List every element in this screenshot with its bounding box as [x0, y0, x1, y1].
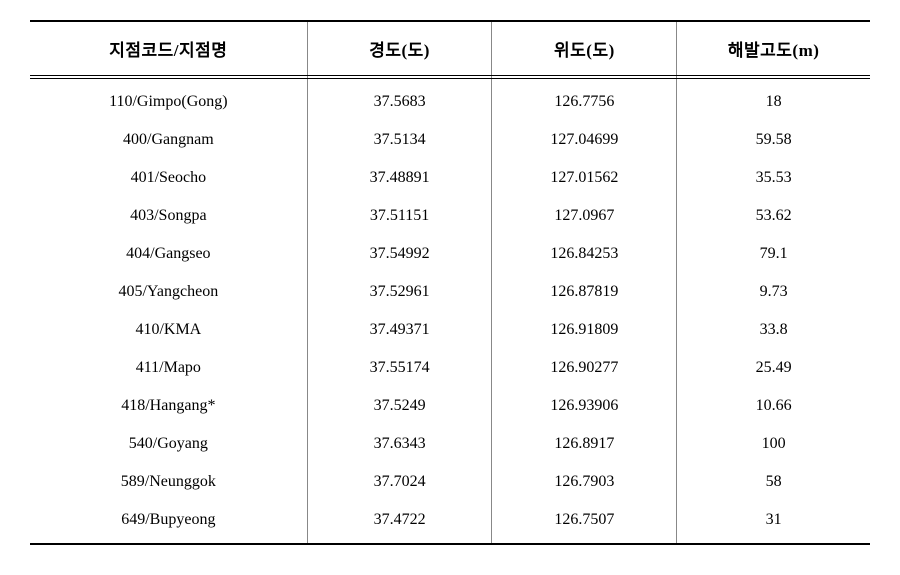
cell-elevation: 100 [677, 425, 870, 463]
cell-station: 589/Neunggok [30, 463, 307, 501]
cell-longitude: 37.6343 [307, 425, 492, 463]
cell-longitude: 37.51151 [307, 197, 492, 235]
cell-longitude: 37.7024 [307, 463, 492, 501]
cell-station: 411/Mapo [30, 349, 307, 387]
cell-longitude: 37.5134 [307, 121, 492, 159]
table-row: 404/Gangseo 37.54992 126.84253 79.1 [30, 235, 870, 273]
cell-latitude: 127.01562 [492, 159, 677, 197]
cell-elevation: 10.66 [677, 387, 870, 425]
cell-longitude: 37.5249 [307, 387, 492, 425]
cell-longitude: 37.52961 [307, 273, 492, 311]
cell-station: 401/Seocho [30, 159, 307, 197]
cell-latitude: 127.04699 [492, 121, 677, 159]
cell-longitude: 37.55174 [307, 349, 492, 387]
table-body: 110/Gimpo(Gong) 37.5683 126.7756 18 400/… [30, 79, 870, 545]
table-header-row: 지점코드/지점명 경도(도) 위도(도) 해발고도(m) [30, 21, 870, 76]
col-header-latitude: 위도(도) [492, 21, 677, 76]
col-header-elevation: 해발고도(m) [677, 21, 870, 76]
cell-longitude: 37.49371 [307, 311, 492, 349]
cell-longitude: 37.48891 [307, 159, 492, 197]
cell-latitude: 126.91809 [492, 311, 677, 349]
cell-latitude: 126.90277 [492, 349, 677, 387]
cell-longitude: 37.54992 [307, 235, 492, 273]
cell-elevation: 25.49 [677, 349, 870, 387]
table-row: 540/Goyang 37.6343 126.8917 100 [30, 425, 870, 463]
cell-elevation: 59.58 [677, 121, 870, 159]
cell-elevation: 33.8 [677, 311, 870, 349]
cell-station: 418/Hangang* [30, 387, 307, 425]
cell-station: 649/Bupyeong [30, 501, 307, 544]
cell-latitude: 127.0967 [492, 197, 677, 235]
cell-latitude: 126.7756 [492, 79, 677, 122]
cell-station: 405/Yangcheon [30, 273, 307, 311]
cell-latitude: 126.87819 [492, 273, 677, 311]
cell-latitude: 126.8917 [492, 425, 677, 463]
table-row: 110/Gimpo(Gong) 37.5683 126.7756 18 [30, 79, 870, 122]
cell-elevation: 58 [677, 463, 870, 501]
table-row: 418/Hangang* 37.5249 126.93906 10.66 [30, 387, 870, 425]
table-row: 401/Seocho 37.48891 127.01562 35.53 [30, 159, 870, 197]
cell-longitude: 37.5683 [307, 79, 492, 122]
table-row: 400/Gangnam 37.5134 127.04699 59.58 [30, 121, 870, 159]
station-table: 지점코드/지점명 경도(도) 위도(도) 해발고도(m) 110/Gimpo(G… [30, 20, 870, 545]
col-header-station: 지점코드/지점명 [30, 21, 307, 76]
cell-station: 540/Goyang [30, 425, 307, 463]
cell-latitude: 126.7903 [492, 463, 677, 501]
cell-station: 404/Gangseo [30, 235, 307, 273]
cell-station: 403/Songpa [30, 197, 307, 235]
table-row: 649/Bupyeong 37.4722 126.7507 31 [30, 501, 870, 544]
cell-station: 400/Gangnam [30, 121, 307, 159]
cell-latitude: 126.84253 [492, 235, 677, 273]
cell-elevation: 18 [677, 79, 870, 122]
cell-station: 410/KMA [30, 311, 307, 349]
cell-elevation: 9.73 [677, 273, 870, 311]
table-row: 405/Yangcheon 37.52961 126.87819 9.73 [30, 273, 870, 311]
table-row: 403/Songpa 37.51151 127.0967 53.62 [30, 197, 870, 235]
cell-latitude: 126.7507 [492, 501, 677, 544]
cell-longitude: 37.4722 [307, 501, 492, 544]
cell-elevation: 53.62 [677, 197, 870, 235]
cell-elevation: 31 [677, 501, 870, 544]
table-row: 410/KMA 37.49371 126.91809 33.8 [30, 311, 870, 349]
cell-elevation: 79.1 [677, 235, 870, 273]
cell-latitude: 126.93906 [492, 387, 677, 425]
table-row: 589/Neunggok 37.7024 126.7903 58 [30, 463, 870, 501]
cell-elevation: 35.53 [677, 159, 870, 197]
cell-station: 110/Gimpo(Gong) [30, 79, 307, 122]
col-header-longitude: 경도(도) [307, 21, 492, 76]
table-row: 411/Mapo 37.55174 126.90277 25.49 [30, 349, 870, 387]
